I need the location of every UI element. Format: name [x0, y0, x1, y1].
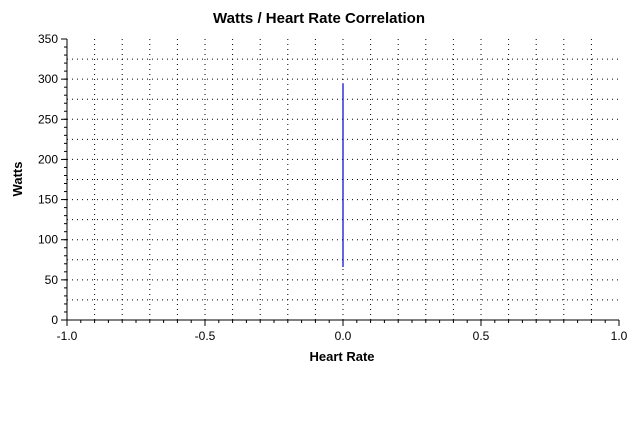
x-axis-label: Heart Rate [309, 349, 374, 364]
chart-title: Watts / Heart Rate Correlation [213, 10, 425, 27]
x-tick-label: 1.0 [611, 329, 628, 343]
y-axis-label: Watts [10, 162, 25, 197]
x-tick-labels: -1.0 -0.5 0.0 0.5 1.0 [57, 329, 628, 343]
y-tick-label: 200 [38, 152, 58, 166]
y-tick-label: 150 [38, 193, 58, 207]
y-tick-label: 300 [38, 72, 58, 86]
y-tick-labels: 0 50 100 150 200 250 300 350 [38, 32, 58, 327]
x-tick-label: 0.0 [335, 329, 352, 343]
y-tick-label: 50 [45, 273, 59, 287]
x-tick-label: 0.5 [473, 329, 490, 343]
x-tick-label: -1.0 [57, 329, 78, 343]
y-tick-label: 100 [38, 233, 58, 247]
y-tick-label: 250 [38, 112, 58, 126]
y-tick-label: 0 [51, 313, 58, 327]
axes [66, 39, 619, 321]
y-tick-label: 350 [38, 32, 58, 46]
major-ticks [61, 38, 620, 326]
x-tick-label: -0.5 [195, 329, 216, 343]
